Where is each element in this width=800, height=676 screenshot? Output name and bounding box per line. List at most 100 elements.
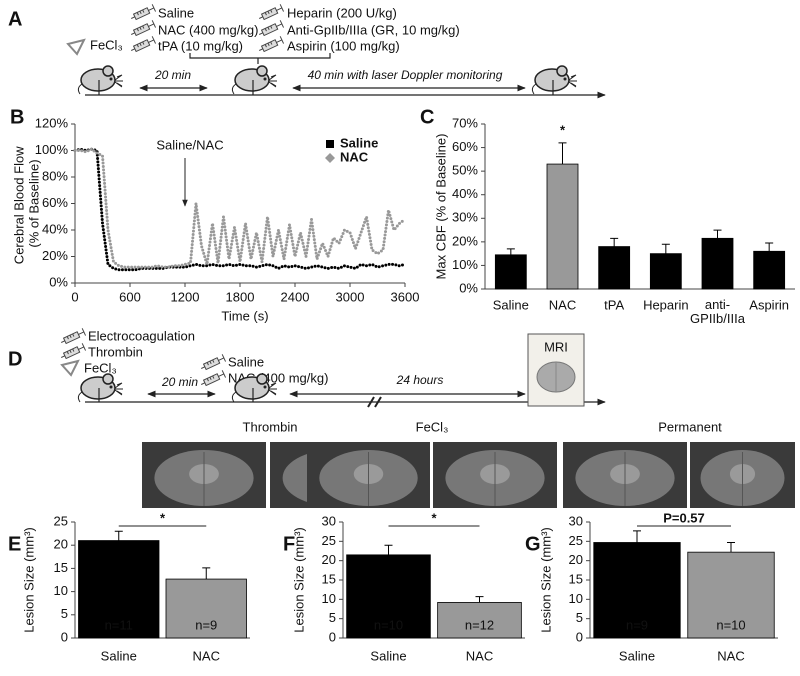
y-tick-label: 30 [569, 513, 583, 528]
y-tick-label: 30% [452, 210, 478, 225]
y-tick-label: 60% [452, 139, 478, 154]
agent: Anti-GpIIb/IIIa (GR, 10 mg/kg) [287, 22, 460, 37]
x-tick-label: 3000 [336, 289, 365, 304]
n-label: n=12 [465, 617, 494, 632]
legend-marker [325, 153, 335, 163]
panel-label: C [420, 106, 434, 128]
y-tick-label: 15 [322, 571, 336, 586]
y-tick-label: 15 [54, 560, 68, 575]
y-tick-label: 15 [569, 571, 583, 586]
y-axis-label: Lesion Size (mm³) [538, 527, 553, 632]
x-tick-label: 2400 [281, 289, 310, 304]
x-tick-label: 3600 [391, 289, 420, 304]
significance: * [160, 510, 166, 525]
annotation: Saline/NAC [156, 137, 223, 152]
y-tick-label: 25 [54, 513, 68, 528]
bar [687, 551, 775, 639]
y-tick-label: 70% [452, 115, 478, 130]
injury: FeCl₃ [90, 37, 123, 52]
y-tick-label: 0 [329, 629, 336, 644]
interval: 40 min with laser Doppler monitoring [308, 68, 503, 82]
x-tick-label: anti-GPIIb/IIIa [690, 297, 746, 326]
bar [546, 163, 579, 290]
series-line [73, 147, 407, 269]
y-tick-label: 20% [42, 248, 68, 263]
n-label: n=11 [105, 617, 133, 632]
y-tick-label: 5 [61, 606, 68, 621]
legend-marker [326, 140, 334, 148]
y-tick-label: 20% [452, 233, 478, 248]
y-tick-label: 0 [61, 629, 68, 644]
n-label: n=10 [374, 617, 403, 632]
y-tick-label: 10% [452, 257, 478, 272]
series-line [73, 147, 407, 272]
agent: Aspirin (100 mg/kg) [287, 38, 400, 53]
significance: * [560, 122, 566, 137]
y-axis-label: Lesion Size (mm³) [291, 527, 306, 632]
error-bar [765, 242, 774, 252]
panel-title: Permanent [658, 419, 722, 434]
panel-label: A [8, 8, 22, 30]
legend-label: Saline [340, 135, 378, 150]
error-bar [475, 596, 484, 603]
significance: P=0.57 [663, 510, 705, 525]
y-tick-label: 0 [576, 629, 583, 644]
error-bar [202, 567, 211, 580]
panel-label: F [283, 533, 295, 555]
n-label: n=9 [195, 617, 217, 632]
x-tick-label: NAC [717, 648, 744, 663]
interval: 24 hours [396, 373, 444, 387]
panel-title: Thrombin [243, 419, 298, 434]
endpoint: MRI [544, 339, 568, 354]
x-tick-label: Aspirin [749, 297, 789, 312]
panel-label: G [525, 533, 541, 555]
x-tick-label: 0 [71, 289, 78, 304]
y-tick-label: 5 [329, 610, 336, 625]
error-bar [661, 243, 670, 254]
x-tick-label: NAC [193, 648, 220, 663]
y-tick-label: 10 [54, 583, 68, 598]
y-tick-label: 100% [35, 142, 69, 157]
x-tick-label: 600 [119, 289, 141, 304]
y-tick-label: 50% [452, 163, 478, 178]
agent: Heparin (200 U/kg) [287, 5, 397, 20]
y-tick-label: 10 [322, 591, 336, 606]
y-axis-label: Max CBF (% of Baseline) [433, 134, 448, 280]
x-tick-label: Heparin [643, 297, 689, 312]
error-bar [114, 530, 123, 541]
panel-label: E [8, 533, 21, 555]
bar [494, 254, 527, 290]
y-tick-label: 10 [569, 591, 583, 606]
x-tick-label: tPA [604, 297, 624, 312]
interval: 20 min [154, 68, 191, 82]
y-tick-label: 0% [459, 280, 478, 295]
panel-d: D Electrocoagulation Thrombin FeCl₃ Sali… [8, 327, 606, 408]
legend-label: NAC [340, 149, 369, 164]
x-tick-label: NAC [466, 648, 493, 663]
bar [701, 237, 734, 290]
injury: Thrombin [88, 344, 143, 359]
x-axis-label: Time (s) [221, 308, 268, 323]
mri-images [142, 442, 795, 508]
error-bar [506, 248, 515, 255]
x-tick-label: 1200 [171, 289, 200, 304]
y-tick-label: 20 [322, 552, 336, 567]
injury: Electrocoagulation [88, 328, 195, 343]
injury: FeCl₃ [84, 360, 117, 375]
x-tick-label: 1800 [226, 289, 255, 304]
y-tick-label: 120% [35, 115, 69, 130]
x-tick-label: Saline [619, 648, 655, 663]
bar [598, 246, 631, 290]
x-tick-label: Saline [493, 297, 529, 312]
y-tick-label: 80% [42, 168, 68, 183]
bar [165, 578, 247, 639]
agent: NAC (400 mg/kg) [158, 22, 258, 37]
y-axis-label: Cerebral Blood Flow (% of Baseline) [12, 143, 42, 264]
y-tick-label: 0% [49, 274, 68, 289]
agent: tPA (10 mg/kg) [158, 38, 243, 53]
error-bar [633, 530, 641, 543]
y-tick-label: 25 [569, 533, 583, 548]
bar [346, 554, 431, 639]
y-tick-label: 20 [54, 537, 68, 552]
